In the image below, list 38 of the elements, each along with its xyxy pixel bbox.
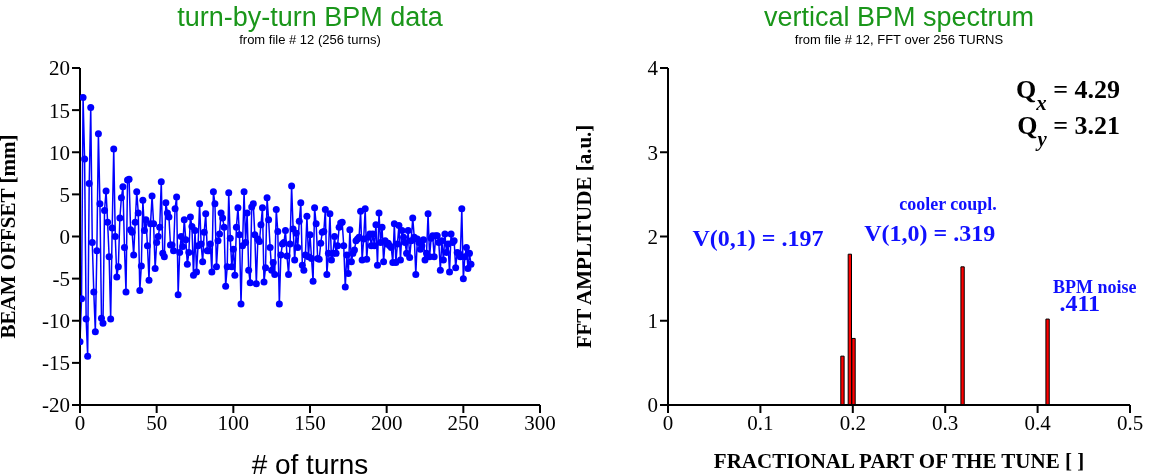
y-tick-label: 0 — [59, 224, 70, 249]
y-tick-label: 20 — [49, 56, 70, 81]
y-tick-label: 5 — [59, 182, 70, 207]
y-tick-label: 10 — [49, 140, 70, 165]
y-tick-label: 2 — [647, 224, 658, 249]
x-axis-title: FRACTIONAL PART OF THE TUNE [ ] — [713, 449, 1085, 473]
chart-subtitle: from file # 12 (256 turns) — [238, 32, 382, 48]
x-tick-label: 0.4 — [1024, 410, 1052, 435]
chart-subtitle: from file # 12, FFT over 256 TURNS — [793, 32, 1005, 48]
y-tick-label: 4 — [647, 56, 659, 81]
y-tick-label: 15 — [49, 98, 70, 123]
annotation: Q$_{x}$ = 4.29 — [1016, 75, 1120, 114]
x-tick-label: 50 — [146, 410, 168, 435]
annotation: cooler coupl. — [899, 194, 997, 214]
y-tick-label: -10 — [42, 309, 70, 334]
x-tick-label: 0.3 — [932, 410, 959, 435]
y-tick-label: 3 — [647, 140, 658, 165]
y-tick-label: -15 — [42, 351, 70, 376]
annotation: V(1,0) = .319 — [864, 219, 996, 246]
y-tick-label: 0 — [647, 393, 658, 418]
chart-title: turn-by-turn BPM data — [176, 2, 444, 32]
x-axis-title: # of turns — [251, 449, 369, 474]
y-tick-label: 1 — [647, 309, 658, 334]
x-tick-label: 250 — [447, 410, 480, 435]
annotation: Q$_{y}$ = 3.21 — [1017, 111, 1120, 151]
y-tick-label: -20 — [42, 393, 70, 418]
annotation: V(0,1) = .197 — [692, 225, 824, 252]
x-tick-label: 0.1 — [747, 410, 774, 435]
x-tick-label: 200 — [370, 410, 403, 435]
y-axis-title: FFT AMPLITUDE [a.u.] — [572, 124, 597, 349]
x-tick-label: 300 — [524, 410, 556, 435]
chart-title: vertical BPM spectrum — [762, 2, 1036, 32]
y-tick-label: -5 — [52, 267, 70, 292]
y-axis-title: BEAM OFFSET [mm] — [0, 134, 21, 339]
x-tick-label: 0.2 — [839, 410, 866, 435]
x-tick-label: 150 — [294, 410, 326, 435]
x-tick-label: 100 — [217, 410, 250, 435]
x-tick-label: 0.5 — [1116, 410, 1144, 435]
